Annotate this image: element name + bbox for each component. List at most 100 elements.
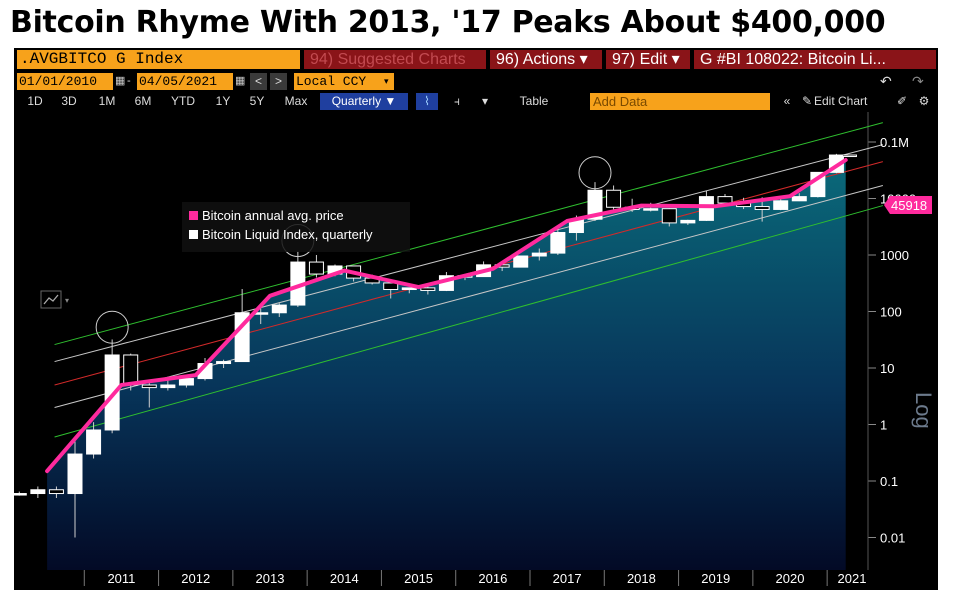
y-tick-label: 0.1M (880, 135, 909, 150)
range-button-1m[interactable]: 1M (98, 94, 116, 108)
price-area (47, 160, 846, 570)
command-bar: .AVGBITCO G Index 94) Suggested Charts 9… (14, 48, 938, 70)
range-button-5y[interactable]: 5Y (249, 94, 265, 108)
y-tick-label: 1000 (880, 248, 909, 263)
channel-line-mid (54, 144, 883, 363)
candle-body (531, 252, 547, 257)
candle-body (383, 282, 399, 291)
range-button-max[interactable]: Max (284, 94, 308, 108)
x-tick-label: 2016 (478, 571, 507, 586)
chevron-right-icon[interactable]: > (270, 73, 287, 90)
area-fill (47, 160, 846, 570)
range-button-1y[interactable]: 1Y (215, 94, 231, 108)
y-tick-label: 0.1 (880, 474, 898, 489)
peak-circle (95, 310, 129, 344)
candle-body (123, 354, 139, 386)
chart-title-field[interactable]: G #BI 108022: Bitcoin Li... (694, 50, 936, 69)
candle-body (841, 154, 857, 158)
start-date-input[interactable]: 01/01/2010 (17, 73, 113, 90)
end-date-input[interactable]: 04/05/2021 (137, 73, 233, 90)
x-axis-band (14, 570, 938, 590)
candle-body (178, 378, 194, 386)
candle-body (513, 255, 529, 268)
y-tick-label: 1 (880, 418, 887, 433)
legend: Bitcoin annual avg. price Bitcoin Liquid… (182, 202, 410, 252)
gear-icon[interactable]: ⚙ (918, 94, 930, 108)
candle-body (216, 361, 232, 365)
collapse-icon[interactable]: « (783, 94, 791, 108)
candle-body (643, 208, 659, 211)
ticker-field[interactable]: .AVGBITCO G Index (17, 50, 300, 69)
candle-body (67, 453, 83, 495)
undo-icon[interactable]: ↶ (880, 73, 892, 89)
x-tick-label: 2012 (181, 571, 210, 586)
candle-body (754, 206, 770, 210)
x-tick-label: 2015 (404, 571, 433, 586)
line-chart-icon[interactable]: ⌇ (416, 93, 438, 110)
calendar-icon[interactable]: ▦ (235, 75, 246, 87)
pencil-icon: ✎ (801, 94, 813, 108)
redo-icon[interactable]: ↷ (912, 73, 924, 89)
candle-body (271, 304, 287, 314)
x-tick-label: 2021 (838, 571, 867, 586)
chevron-left-icon[interactable]: < (250, 73, 267, 90)
candle-body (14, 493, 27, 496)
x-tick-label: 2020 (776, 571, 805, 586)
peak-circle (578, 156, 612, 190)
avg-price-line (45, 158, 848, 474)
candle-body (48, 489, 64, 495)
candle-body (791, 196, 807, 202)
add-data-input[interactable]: Add Data (590, 93, 770, 110)
legend-label-candle: Bitcoin Liquid Index, quarterly (202, 227, 373, 242)
annotate-icon[interactable]: ✐ (896, 94, 908, 108)
y-tick-label: 10 (880, 361, 894, 376)
axis-grid (867, 112, 876, 570)
candle-body (141, 384, 157, 389)
candle-body (420, 287, 436, 291)
svg-text:▾: ▾ (65, 296, 69, 305)
candlestick-icon[interactable]: ⫞ (453, 94, 460, 108)
candle-body (698, 196, 714, 221)
last-price-tag: 45918 (884, 196, 932, 214)
x-tick-label: 2017 (553, 571, 582, 586)
x-tick-label: 2011 (107, 571, 135, 586)
edit-menu[interactable]: 97) Edit ▾ (606, 50, 690, 69)
x-tick-label: 2018 (627, 571, 656, 586)
candle-body (661, 208, 677, 224)
range-button-6m[interactable]: 6M (134, 94, 152, 108)
currency-select[interactable]: Local CCY (294, 73, 394, 90)
candle-body (680, 219, 696, 224)
range-button-1d[interactable]: 1D (27, 94, 43, 108)
chart-type-icon[interactable]: ▾ (40, 290, 69, 309)
candle-body (606, 189, 622, 208)
calendar-icon[interactable]: ▦ (115, 75, 126, 87)
x-tick-label: 2014 (330, 571, 359, 586)
candle-body (401, 287, 417, 291)
chevron-down-icon: ▾ (384, 76, 389, 86)
y-tick-label: 0.01 (880, 531, 905, 546)
x-tick-label: 2019 (701, 571, 730, 586)
range-toolbar: 1D 3D 1M 6M YTD 1Y 5Y Max Quarterly ▼ ⌇ … (14, 93, 938, 111)
candle-body (104, 354, 120, 431)
x-tick-label: 2013 (256, 571, 285, 586)
candle-body (30, 489, 46, 495)
price-chart: 0.010.11101001000100000.1M 2011201220132… (14, 112, 938, 590)
edit-chart-button[interactable]: Edit Chart (814, 94, 868, 108)
range-button-ytd[interactable]: YTD (171, 94, 195, 108)
candle-body (550, 232, 566, 254)
table-button[interactable]: Table (519, 94, 549, 108)
candle-body (587, 189, 603, 220)
bloomberg-terminal: .AVGBITCO G Index 94) Suggested Charts 9… (14, 48, 938, 590)
last-price-label: 45918 (891, 198, 927, 213)
range-button-3d[interactable]: 3D (61, 94, 77, 108)
candle-body (86, 429, 102, 455)
channel-line-upper (54, 122, 883, 346)
channel-line-bottom (54, 205, 883, 438)
suggested-charts-button[interactable]: 94) Suggested Charts (304, 50, 486, 69)
candle-body (308, 261, 324, 275)
actions-menu[interactable]: 96) Actions ▾ (490, 50, 602, 69)
frequency-select[interactable]: Quarterly ▼ (320, 93, 408, 110)
chevron-down-icon[interactable]: ▾ (481, 94, 489, 108)
y-tick-label: 100 (880, 305, 902, 320)
headline: Bitcoin Rhyme With 2013, '17 Peaks About… (10, 5, 886, 40)
